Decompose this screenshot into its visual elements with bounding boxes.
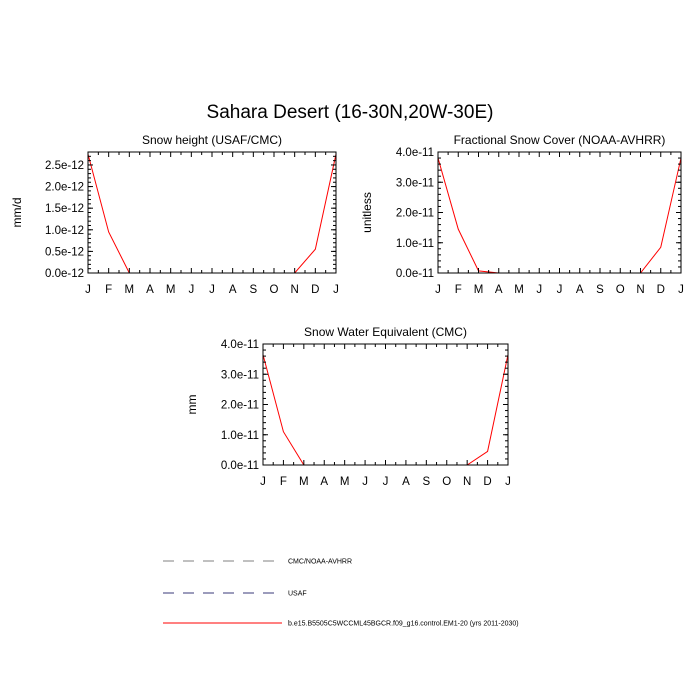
x-tick-label: M (340, 476, 350, 488)
panel-title: Snow Water Equivalent (CMC) (304, 325, 467, 339)
panel-title: Fractional Snow Cover (NOAA-AVHRR) (454, 133, 666, 147)
legend-label: USAF (288, 591, 307, 598)
x-tick-label: N (463, 476, 471, 488)
x-tick-label: A (320, 476, 328, 488)
y-tick-label: 4.0e-11 (396, 147, 434, 159)
x-tick-label: F (455, 284, 462, 296)
x-tick-label: S (596, 284, 604, 296)
chart-panel-1: Snow height (USAF/CMC)mm/dJ F M A M J J A S O N D J0… (10, 133, 339, 296)
chart-panel-2: Fractional Snow Cover (NOAA-AVHRR) unitle… (360, 133, 684, 296)
x-tick-label: D (657, 284, 665, 296)
x-tick-label: A (495, 284, 503, 296)
x-tick-label: D (483, 476, 491, 488)
y-tick-label: 1.0e-11 (396, 238, 434, 250)
x-tick-label: A (576, 284, 584, 296)
legend-label: CMC/NOAA-AVHRR (288, 559, 352, 566)
y-tick-label: 1.5e-12 (45, 203, 84, 215)
x-tick-label: J (557, 284, 563, 296)
plot-frame (262, 343, 509, 466)
x-tick-label: A (402, 476, 410, 488)
y-tick-label: 3.0e-11 (221, 369, 259, 381)
x-tick-label: N (291, 284, 299, 296)
x-tick-label: O (442, 476, 451, 488)
y-tick-label: 2.0e-11 (396, 208, 434, 220)
x-tick-label: J (678, 284, 684, 296)
x-tick-label: O (616, 284, 625, 296)
x-tick-label: N (636, 284, 644, 296)
y-axis-label: mm (185, 395, 199, 415)
x-tick-label: J (383, 476, 389, 488)
x-tick-label: O (270, 284, 279, 296)
y-tick-label: 4.0e-11 (221, 339, 259, 351)
series-line-model (262, 354, 509, 466)
plot-frame (87, 151, 337, 274)
x-tick-label: S (249, 284, 257, 296)
y-tick-label: 2.0e-12 (45, 182, 84, 194)
y-axis-label: mm/d (10, 198, 24, 228)
x-tick-label: J (362, 476, 368, 488)
legend-item-obs2: USAF (163, 591, 307, 598)
y-tick-label: 3.0e-11 (396, 177, 434, 189)
y-axis-label: unitless (360, 192, 374, 233)
y-tick-label: 0.0e-11 (396, 268, 434, 280)
x-tick-label: S (422, 476, 430, 488)
x-tick-label: J (85, 284, 91, 296)
legend-item-obs1: CMC/NOAA-AVHRR (163, 559, 352, 566)
y-tick-label: 2.5e-12 (45, 160, 84, 172)
x-tick-label: M (474, 284, 484, 296)
x-tick-label: M (166, 284, 176, 296)
x-tick-label: J (333, 284, 339, 296)
x-tick-label: A (229, 284, 237, 296)
x-tick-label: J (536, 284, 542, 296)
y-tick-label: 0.0e-11 (221, 460, 259, 472)
y-tick-label: 0.0e-12 (45, 268, 84, 280)
x-tick-label: J (435, 284, 441, 296)
x-tick-label: J (209, 284, 215, 296)
x-tick-label: D (311, 284, 319, 296)
chart-panel-3: Snow Water Equivalent (CMC)mmJ F M A M J J A S O N… (185, 325, 511, 488)
x-tick-label: F (105, 284, 112, 296)
x-tick-label: A (146, 284, 154, 296)
x-tick-label: J (188, 284, 194, 296)
x-tick-label: M (125, 284, 135, 296)
plot-frame (437, 151, 682, 274)
legend-item-model: b.e15.B5505C5WCCML45BGCR.f09_g16.control… (163, 621, 519, 628)
x-tick-label: M (299, 476, 309, 488)
x-tick-label: M (514, 284, 524, 296)
x-tick-label: J (260, 476, 266, 488)
y-tick-label: 0.5e-12 (45, 246, 84, 258)
x-tick-label: F (280, 476, 287, 488)
y-tick-label: 1.0e-12 (45, 225, 84, 237)
legend: CMC/NOAA-AVHRR USAF b.e15.B5505C5WCCML45BG… (163, 559, 519, 628)
series-line-model (87, 154, 337, 274)
y-tick-label: 2.0e-11 (221, 400, 259, 412)
panels: Snow height (USAF/CMC)mm/dJ F M A M J J A S O N D J0… (10, 133, 684, 488)
panel-title: Snow height (USAF/CMC) (142, 133, 282, 147)
series-line-model (437, 157, 682, 274)
y-tick-label: 1.0e-11 (221, 430, 259, 442)
x-tick-label: J (505, 476, 511, 488)
legend-label: b.e15.B5505C5WCCML45BGCR.f09_g16.control… (288, 621, 519, 628)
figure-title: Sahara Desert (16-30N,20W-30E) (207, 102, 494, 123)
